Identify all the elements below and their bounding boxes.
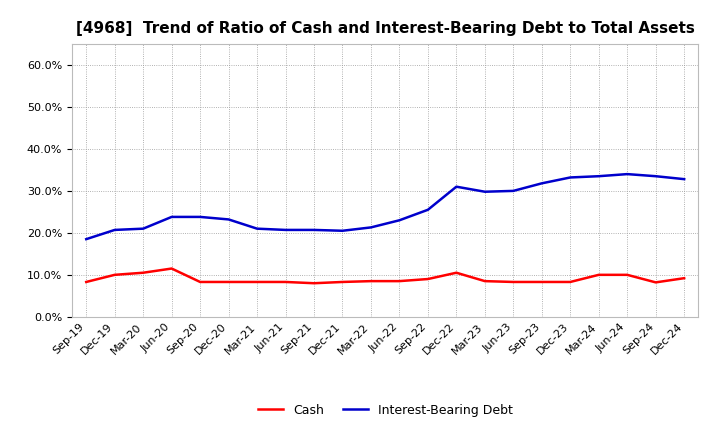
Cash [225,279,233,285]
Cash [82,279,91,285]
Cash [110,272,119,278]
Legend: Cash, Interest-Bearing Debt: Cash, Interest-Bearing Debt [253,400,518,422]
Interest-Bearing Debt [282,227,290,233]
Interest-Bearing Debt [366,225,375,230]
Line: Cash: Cash [86,268,684,283]
Interest-Bearing Debt [338,228,347,233]
Cash [167,266,176,271]
Title: [4968]  Trend of Ratio of Cash and Interest-Bearing Debt to Total Assets: [4968] Trend of Ratio of Cash and Intere… [76,21,695,36]
Cash [395,279,404,284]
Cash [310,281,318,286]
Interest-Bearing Debt [680,176,688,182]
Cash [139,270,148,275]
Cash [366,279,375,284]
Interest-Bearing Debt [139,226,148,231]
Cash [623,272,631,278]
Cash [595,272,603,278]
Cash [480,279,489,284]
Interest-Bearing Debt [480,189,489,194]
Interest-Bearing Debt [452,184,461,189]
Cash [423,276,432,282]
Line: Interest-Bearing Debt: Interest-Bearing Debt [86,174,684,239]
Interest-Bearing Debt [595,173,603,179]
Cash [282,279,290,285]
Cash [680,275,688,281]
Interest-Bearing Debt [623,172,631,177]
Interest-Bearing Debt [537,181,546,186]
Interest-Bearing Debt [82,237,91,242]
Interest-Bearing Debt [395,218,404,223]
Cash [537,279,546,285]
Cash [338,279,347,285]
Cash [509,279,518,285]
Interest-Bearing Debt [509,188,518,194]
Interest-Bearing Debt [110,227,119,233]
Interest-Bearing Debt [253,226,261,231]
Cash [566,279,575,285]
Interest-Bearing Debt [196,214,204,220]
Cash [253,279,261,285]
Interest-Bearing Debt [225,217,233,222]
Interest-Bearing Debt [652,173,660,179]
Interest-Bearing Debt [566,175,575,180]
Interest-Bearing Debt [167,214,176,220]
Interest-Bearing Debt [423,207,432,213]
Cash [452,270,461,275]
Cash [196,279,204,285]
Interest-Bearing Debt [310,227,318,233]
Cash [652,280,660,285]
